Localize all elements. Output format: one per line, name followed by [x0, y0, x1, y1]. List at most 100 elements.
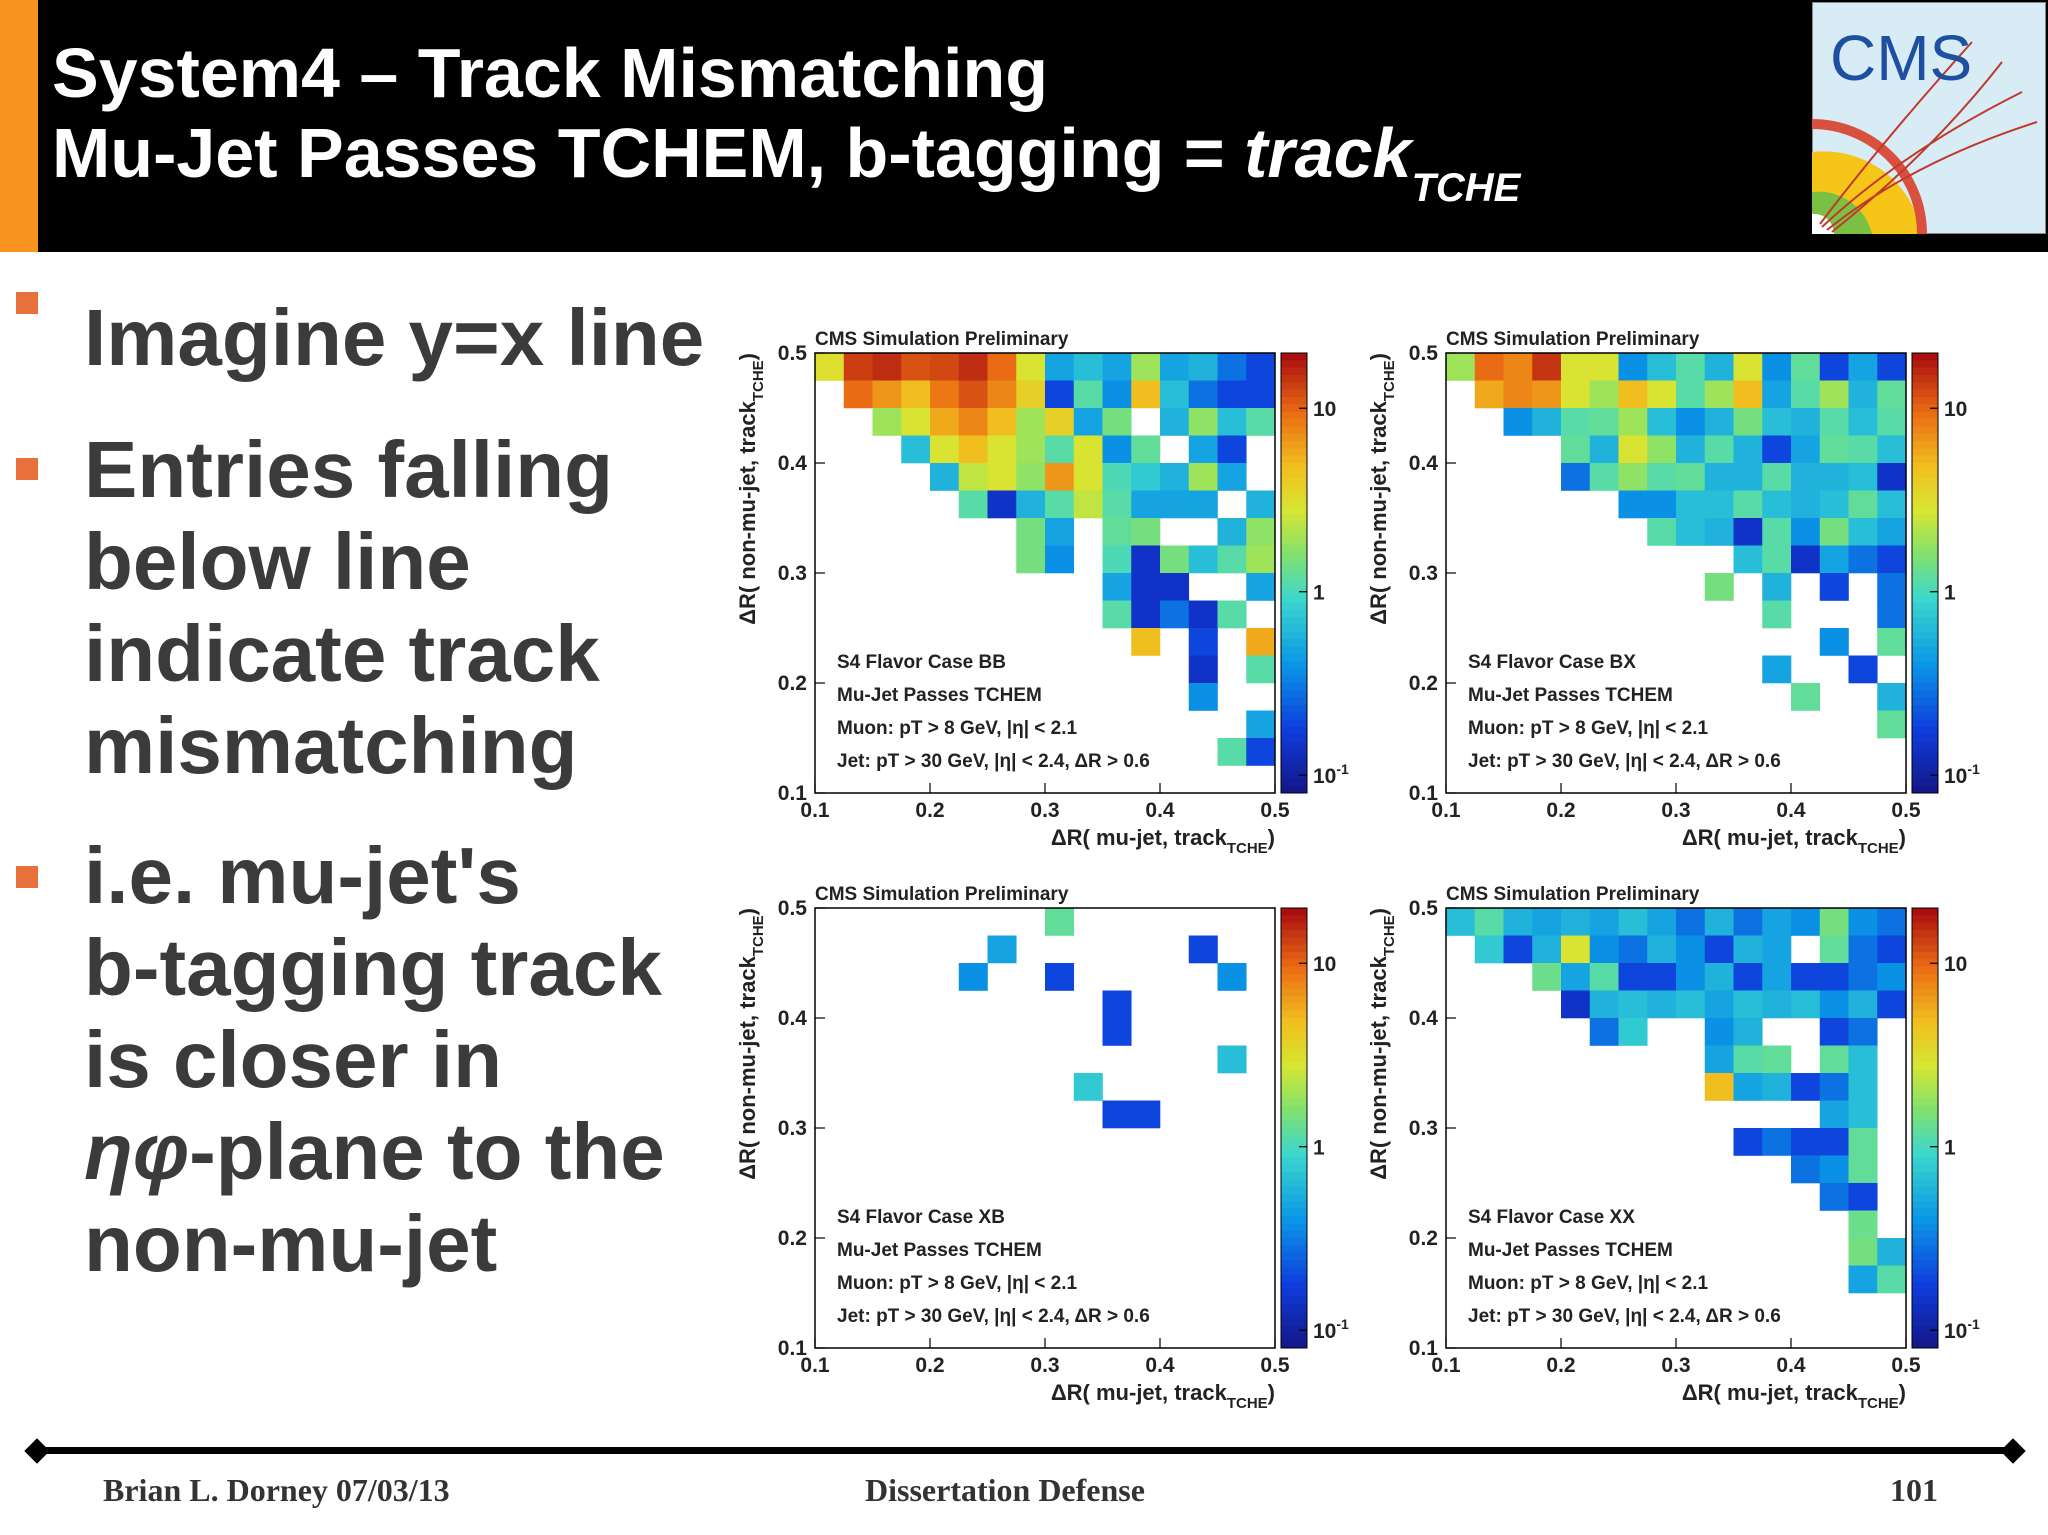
colorbar-segment [1912, 646, 1938, 655]
heatmap-cell [1819, 518, 1849, 546]
colorbar-tick-exponent: -1 [1967, 1316, 1980, 1332]
colorbar-segment [1281, 580, 1307, 589]
colorbar-segment [1281, 565, 1307, 574]
heatmap-cell [1016, 463, 1046, 491]
colorbar-tick-label: 1 [1313, 1137, 1325, 1160]
heatmap-cell [1217, 963, 1247, 991]
colorbar-segment [1912, 1069, 1938, 1078]
colorbar-tick-label: 1 [1944, 1137, 1956, 1160]
heatmap-cell [1704, 908, 1734, 936]
colorbar-segment [1281, 1164, 1307, 1173]
y-axis-label-sub: TCHE [750, 360, 767, 401]
heatmap-cell [1733, 963, 1763, 991]
colorbar-segment [1281, 1245, 1307, 1254]
heatmap-cell [1045, 490, 1075, 519]
y-axis-label-main: ΔR( non-mu-jet, track [1366, 400, 1391, 624]
heatmap-cell [1877, 1238, 1907, 1266]
heatmap-cell [958, 380, 988, 409]
heatmap-cell [1589, 435, 1619, 464]
bullet-marker-2 [16, 458, 38, 480]
colorbar-segment [1912, 1333, 1938, 1342]
colorbar-segment [1281, 382, 1307, 391]
heatmap-cell [1131, 435, 1161, 464]
heatmap-cell [1131, 463, 1161, 491]
heatmap-cell [1676, 935, 1706, 964]
colorbar-segment [1912, 1113, 1938, 1122]
y-axis-label: ΔR( non-mu-jet, trackTCHE) [1366, 908, 1398, 1180]
heatmap-cell [1848, 1155, 1878, 1184]
colorbar-segment [1281, 944, 1307, 953]
heatmap-cell [1188, 655, 1218, 684]
bullet-3-plane-text: -plane to the [189, 1107, 665, 1196]
heatmap-cell [1704, 518, 1734, 546]
heatmap-cell [1791, 963, 1821, 991]
colorbar-segment [1912, 441, 1938, 449]
colorbar-tick-base: 10 [1944, 765, 1967, 788]
colorbar-segment [1281, 734, 1307, 743]
heatmap-cell [1246, 518, 1276, 546]
colorbar-segment [1281, 1274, 1307, 1283]
heatmap-cell [1733, 1128, 1763, 1156]
heatmap-cell [1733, 545, 1763, 574]
heatmap-cell [1676, 353, 1706, 381]
heatmap-cell [1160, 463, 1190, 491]
heatmap-cell [1819, 935, 1849, 964]
x-axis-label: ΔR( mu-jet, trackTCHE) [1682, 825, 1906, 857]
heatmap-cell [1045, 353, 1075, 381]
heatmap-cell [1073, 435, 1103, 464]
heatmap-cell [1676, 490, 1706, 519]
colorbar-segment [1281, 463, 1307, 471]
heatmap-cell [1704, 963, 1734, 991]
heatmap-cell [1188, 463, 1218, 491]
colorbar-segment [1281, 763, 1307, 772]
heatmap-cell [1073, 1073, 1103, 1101]
x-tick-label: 0.3 [1030, 799, 1059, 822]
colorbar-frame [1280, 907, 1308, 1349]
annotation-text: Muon: pT > 8 GeV, |η| < 2.1 [837, 718, 1078, 739]
heatmap-cell [1474, 380, 1504, 409]
x-axis-label-main: ΔR( mu-jet, track [1682, 1380, 1859, 1405]
annotation-text: Mu-Jet Passes TCHEM [837, 1240, 1042, 1261]
colorbar-segment [1912, 675, 1938, 684]
footer-diamond-right [2000, 1438, 2026, 1464]
heatmap-cell [1819, 463, 1849, 491]
heatmap-cell [1131, 518, 1161, 546]
x-tick-label: 0.1 [1431, 1354, 1461, 1377]
bullet-3-line: i.e. mu-jet's [84, 831, 521, 920]
heatmap-cell [1102, 573, 1132, 601]
heatmap-cell [1618, 990, 1648, 1019]
heatmap-cell [1877, 683, 1907, 711]
colorbar-segment [1912, 996, 1938, 1004]
heatmap-cell [1733, 463, 1763, 491]
colorbar-segment [1281, 668, 1307, 677]
annotation-text: S4 Flavor Case BB [837, 652, 1006, 673]
x-axis-label-main: ΔR( mu-jet, track [1682, 825, 1859, 850]
colorbar-segment [1281, 1252, 1307, 1261]
colorbar-segment [1281, 411, 1307, 420]
colorbar-segment [1912, 397, 1938, 405]
title-accent-stripe [0, 0, 38, 252]
colorbar-segment [1912, 404, 1938, 413]
colorbar-segment [1281, 1172, 1307, 1180]
y-axis-label-close: ) [1366, 353, 1391, 360]
colorbar-segment [1281, 1194, 1307, 1202]
x-axis-label: ΔR( mu-jet, trackTCHE) [1051, 825, 1275, 857]
x-tick-label: 0.4 [1145, 799, 1175, 822]
heatmap-cell [1073, 408, 1103, 436]
colorbar-segment [1912, 1047, 1938, 1056]
footer-author-date: Brian L. Dorney 07/03/13 [103, 1472, 450, 1508]
colorbar-segment [1281, 1062, 1307, 1070]
heatmap-cell [987, 408, 1017, 436]
x-tick-label: 0.2 [1546, 1354, 1575, 1377]
y-tick-label: 0.5 [1409, 897, 1439, 920]
colorbar-tick-label: 10-1 [1944, 1316, 1980, 1343]
heatmap-cell [1589, 935, 1619, 964]
heatmap-cell [1045, 518, 1075, 546]
colorbar-segment [1281, 952, 1307, 960]
colorbar-segment [1912, 908, 1938, 916]
heatmap-cell [1819, 435, 1849, 464]
heatmap-cell [1791, 408, 1821, 436]
heatmap-cell [1848, 353, 1878, 381]
colorbar-segment [1281, 514, 1307, 523]
y-axis-label-sub: TCHE [750, 915, 767, 956]
